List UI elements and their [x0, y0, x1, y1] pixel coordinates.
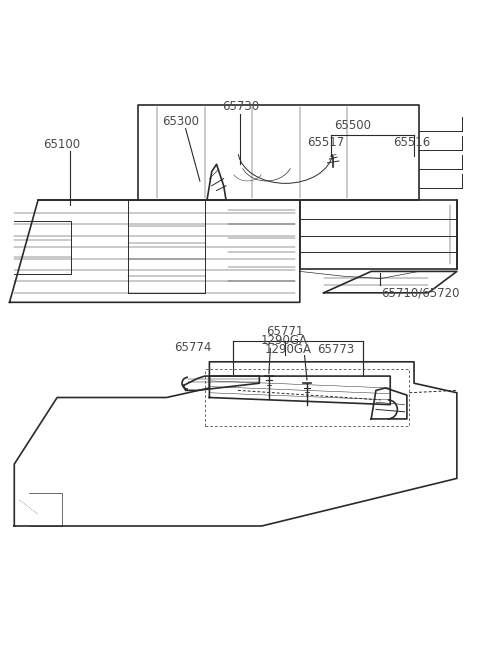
Text: 65771: 65771 [266, 325, 303, 338]
Text: 1290GA: 1290GA [264, 343, 312, 355]
Text: 65500: 65500 [334, 120, 371, 133]
Text: 65730: 65730 [222, 101, 259, 114]
Text: 65517: 65517 [307, 135, 345, 148]
Text: 65100: 65100 [43, 137, 81, 150]
Text: 65300: 65300 [162, 115, 199, 127]
Text: 65516: 65516 [394, 135, 431, 148]
Text: 1290GA: 1290GA [261, 334, 308, 347]
Text: 65710/65720: 65710/65720 [381, 286, 459, 300]
Text: 65774: 65774 [174, 341, 211, 354]
Text: 65773: 65773 [317, 343, 354, 355]
